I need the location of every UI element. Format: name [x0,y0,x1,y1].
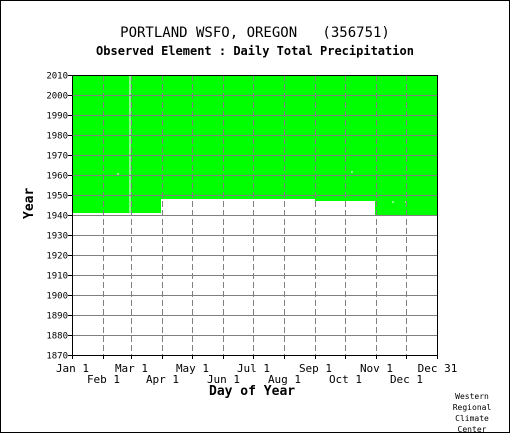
data-fill-segment-0 [72,75,161,213]
x-tick-label-day-335: Dec 1 [390,373,423,386]
credit-text: Western Regional Climate Center [452,392,492,434]
y-tick-label-1880: 1880 [46,332,68,342]
y-tick-label-1910: 1910 [46,272,68,282]
y-tick-label-1920: 1920 [46,252,68,262]
missing-data-mark-2 [351,171,353,173]
missing-data-mark-0 [129,75,131,213]
plot-border [72,75,438,356]
y-tick-label-1970: 1970 [46,152,68,162]
x-tick-label-day-305: Nov 1 [360,362,393,375]
chart-title: PORTLAND WSFO, OREGON (356751) [120,25,390,41]
chart-subtitle: Observed Element : Daily Total Precipita… [96,44,414,58]
x-tick-label-day-182: Jul 1 [237,362,270,375]
y-tick-label-1930: 1930 [46,232,68,242]
missing-data-mark-1 [117,173,119,175]
y-tick-label-1890: 1890 [46,312,68,322]
x-tick-label-day-152: Jun 1 [207,373,240,386]
y-tick-label-1900: 1900 [46,292,68,302]
x-tick-label-day-121: May 1 [176,362,209,375]
y-tick-label-2010: 2010 [46,72,68,82]
x-tick-label-day-32: Feb 1 [87,373,120,386]
x-tick-label-day-60: Mar 1 [115,362,148,375]
y-axis-label: Year [22,187,37,219]
missing-data-mark-3 [392,201,394,203]
y-tick-label-1940: 1940 [46,212,68,222]
y-tick-label-1870: 1870 [46,352,68,362]
data-fill-segment-1 [161,75,315,199]
x-tick-label-day-244: Sep 1 [299,362,332,375]
x-tick-label-day-366: Dec 31 [418,362,458,375]
x-tick-label-day-213: Aug 1 [268,373,301,386]
y-tick-label-1990: 1990 [46,112,68,122]
y-tick-label-1950: 1950 [46,192,68,202]
y-tick-label-2000: 2000 [46,92,68,102]
y-tick-label-1980: 1980 [46,132,68,142]
x-axis-label: Day of Year [209,384,296,399]
x-tick-label-day-274: Oct 1 [329,373,362,386]
x-tick-label-day-91: Apr 1 [146,373,179,386]
x-tick-label-day-1: Jan 1 [56,362,89,375]
y-tick-label-1960: 1960 [46,172,68,182]
